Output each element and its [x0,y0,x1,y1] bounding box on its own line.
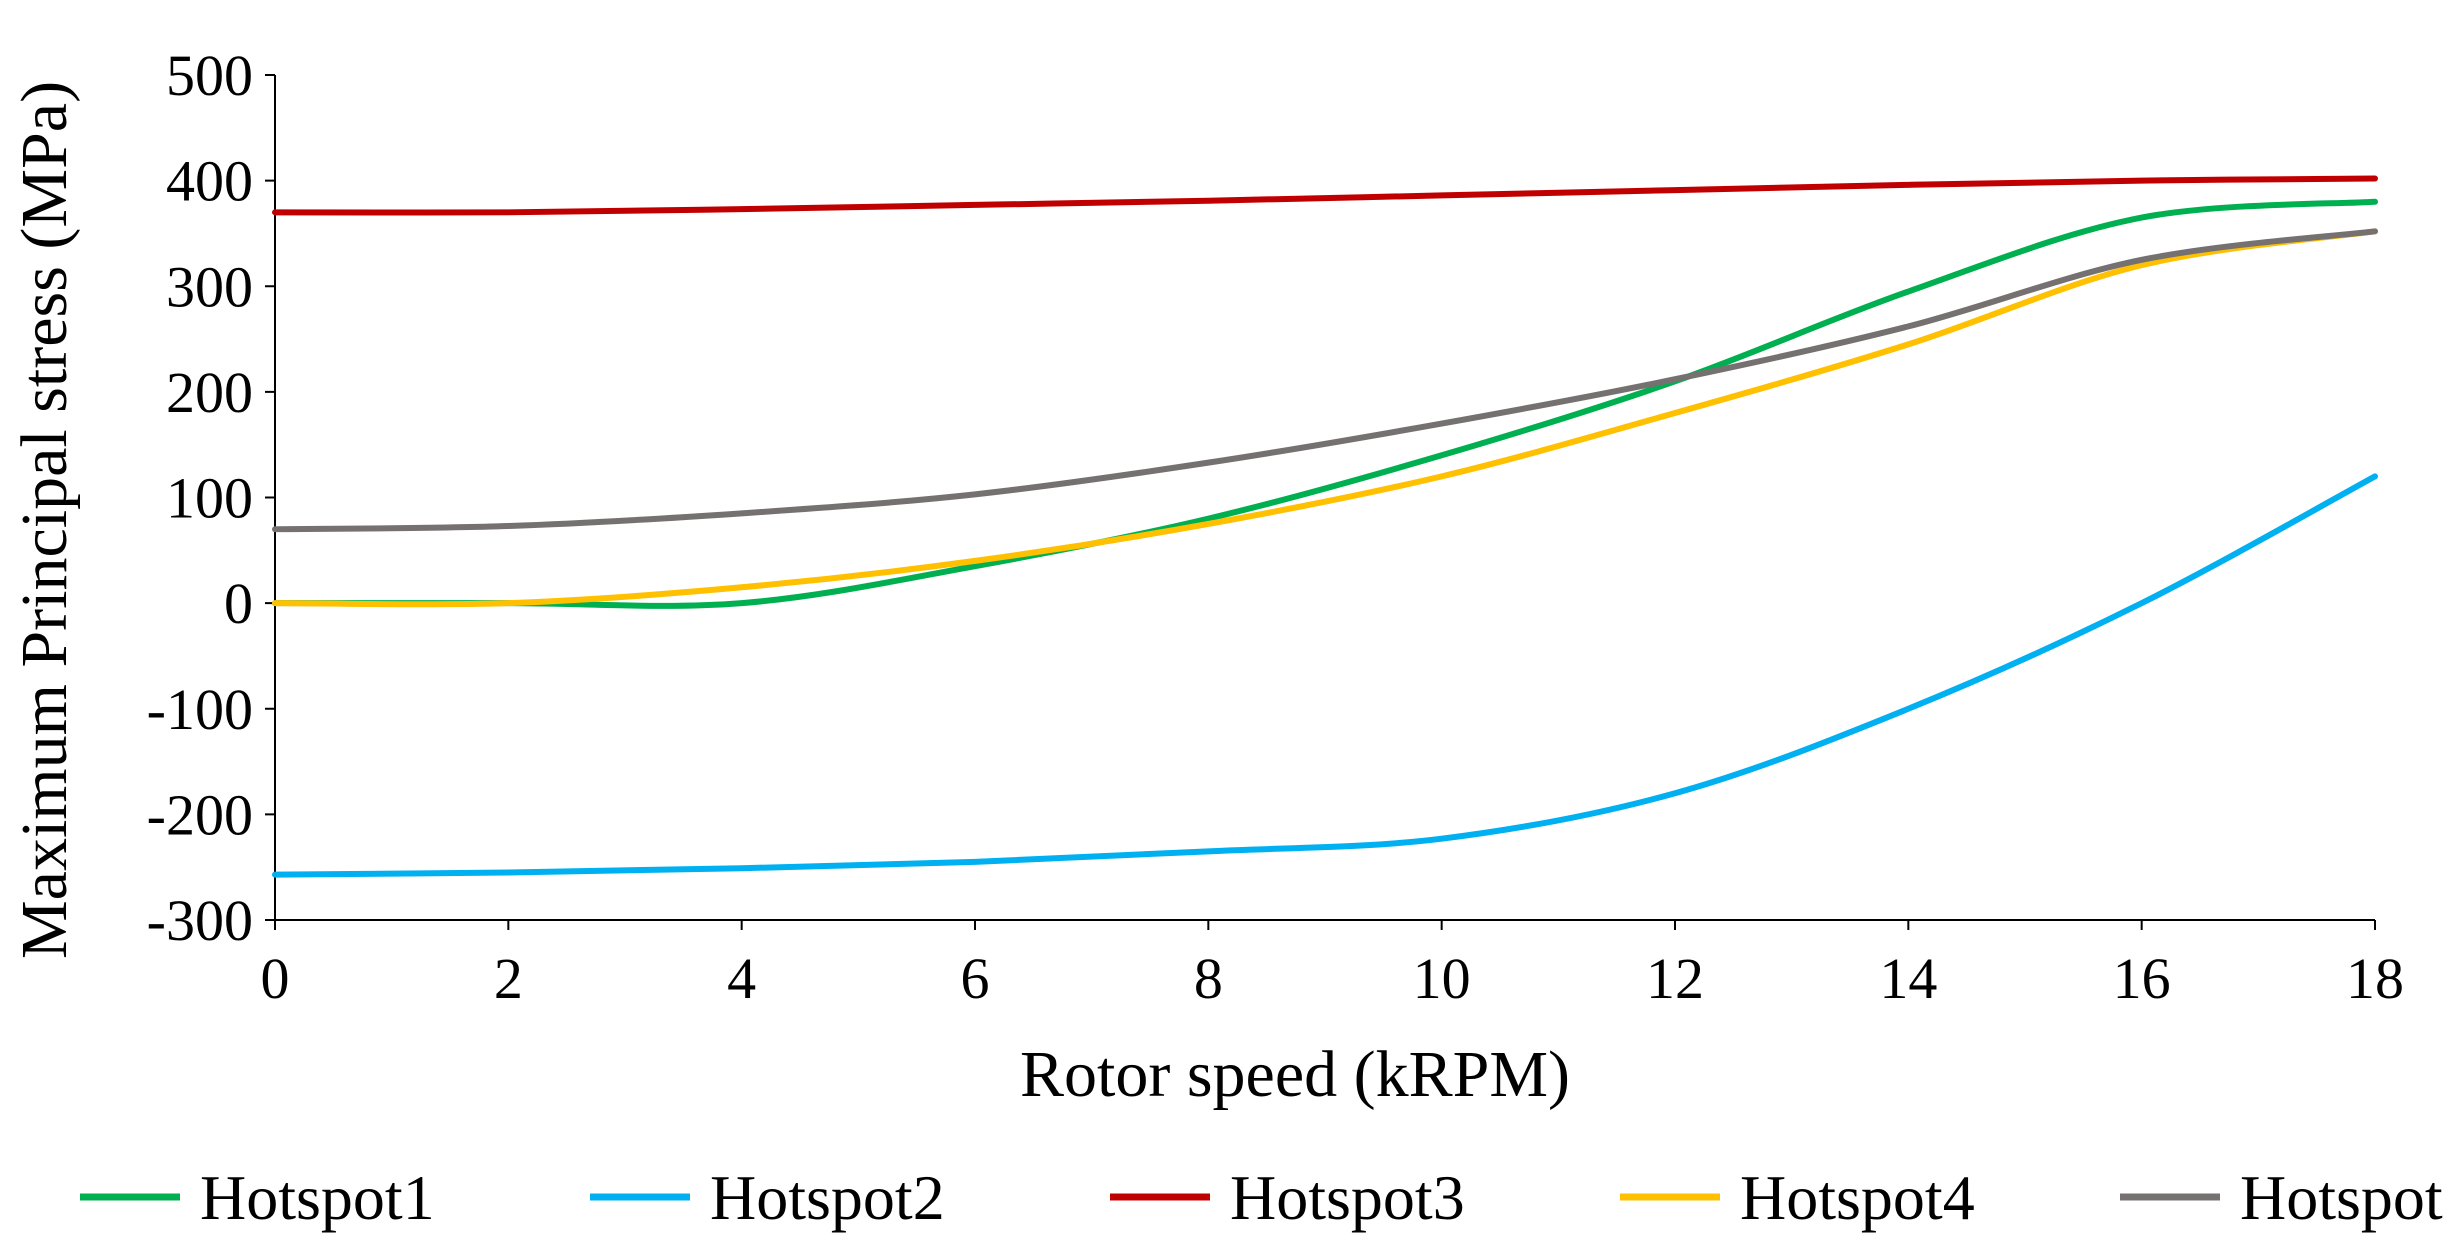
series-lines [272,175,2378,878]
y-axis: -300 -200 -100 0 100 200 300 400 500 [147,43,276,953]
x-tick-label: 18 [2346,946,2404,1011]
legend-item-hotspot4: Hotspot4 [1620,1162,1975,1233]
y-tick-label: 400 [166,149,253,214]
y-tick-label: 0 [224,571,253,636]
legend-item-hotspot2: Hotspot2 [590,1162,945,1233]
y-tick-label: 200 [166,360,253,425]
y-tick-label: 300 [166,254,253,319]
legend-item-hotspot5: Hotspot5 [2120,1162,2444,1233]
x-axis: 0 2 4 6 8 10 12 14 16 18 [261,919,2404,1011]
x-axis-title: Rotor speed (kRPM) [1020,1038,1570,1111]
series-line-hotspot3 [272,175,2378,216]
legend-label: Hotspot1 [200,1162,435,1233]
legend-label: Hotspot2 [710,1162,945,1233]
legend-item-hotspot1: Hotspot1 [80,1162,435,1233]
y-tick-label: 500 [166,43,253,108]
legend-label: Hotspot3 [1230,1162,1465,1233]
series-line-hotspot2 [272,473,2378,878]
x-tick-label: 0 [261,946,290,1011]
x-tick-label: 16 [2113,946,2171,1011]
x-tick-label: 8 [1194,946,1223,1011]
series-line-hotspot1 [272,198,2378,609]
x-tick-label: 6 [961,946,990,1011]
series-line-hotspot4 [272,228,2378,608]
x-tick-label: 12 [1646,946,1704,1011]
y-tick-label: -300 [147,888,253,953]
series-line-hotspot5 [272,228,2378,533]
y-tick-label: 100 [166,466,253,531]
y-tick-label: -100 [147,677,253,742]
x-tick-label: 10 [1413,946,1471,1011]
y-tick-label: -200 [147,782,253,847]
x-tick-label: 2 [494,946,523,1011]
legend-item-hotspot3: Hotspot3 [1110,1162,1465,1233]
y-axis-title: Maximum Principal stress (MPa) [8,81,81,959]
legend-label: Hotspot5 [2240,1162,2444,1233]
x-tick-label: 14 [1879,946,1937,1011]
legend: Hotspot1 Hotspot2 Hotspot3 Hotspot4 Hotspot5 [80,1162,2444,1233]
legend-label: Hotspot4 [1740,1162,1975,1233]
x-tick-label: 4 [727,946,756,1011]
